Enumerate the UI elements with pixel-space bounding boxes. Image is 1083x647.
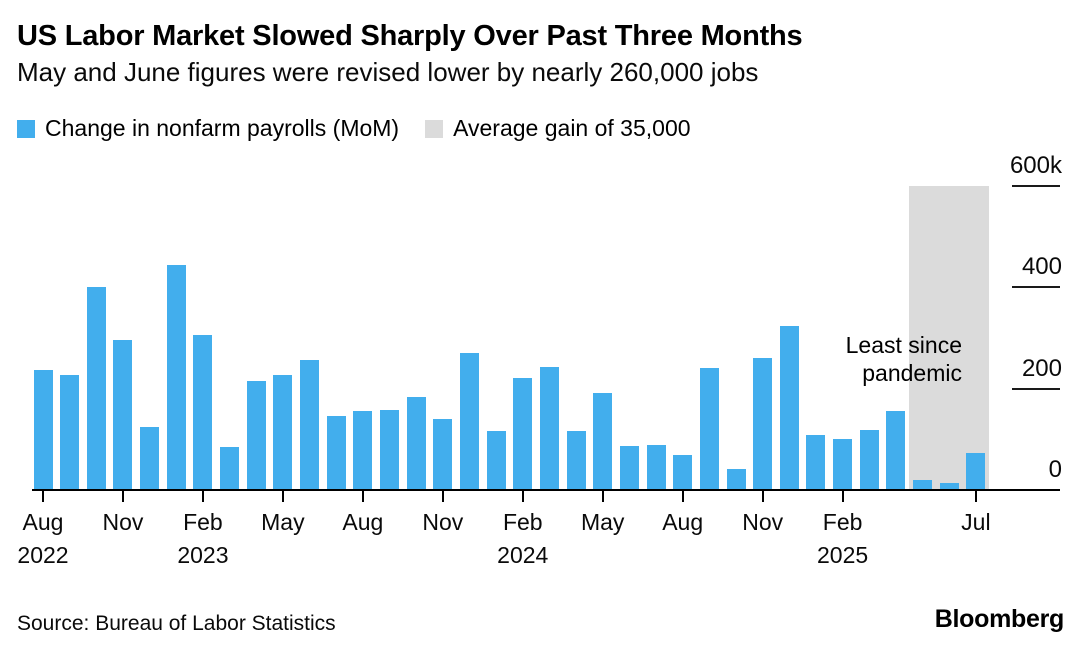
y-label-0: 0 bbox=[1048, 456, 1062, 483]
bar-dec-2022 bbox=[140, 426, 160, 490]
legend-average-label: Average gain of 35,000 bbox=[453, 115, 691, 141]
x-tick-aug bbox=[681, 491, 684, 502]
bar-dec-2024 bbox=[779, 326, 799, 490]
x-label-month: Jul bbox=[961, 509, 991, 535]
bar-apr-2025 bbox=[886, 410, 906, 490]
bar-oct-2024 bbox=[726, 468, 746, 490]
bar-mar-2024 bbox=[539, 366, 559, 490]
bar-oct-2023 bbox=[406, 396, 426, 490]
x-tick-may bbox=[281, 491, 284, 502]
x-label-month: Aug bbox=[342, 509, 384, 535]
x-tick-nov bbox=[761, 491, 764, 502]
x-label-month: Feb bbox=[502, 509, 543, 535]
x-tick-may bbox=[601, 491, 604, 502]
bar-jul-2025 bbox=[966, 453, 986, 490]
bar-jul-2023 bbox=[326, 415, 346, 490]
x-label-month: May bbox=[580, 509, 625, 535]
x-label-year: 2022 bbox=[17, 542, 69, 568]
chart-subtitle: May and June figures were revised lower … bbox=[17, 57, 759, 87]
x-label-month: Feb bbox=[822, 509, 863, 535]
bloomberg-logo: Bloomberg bbox=[934, 605, 1065, 633]
bar-mar-2025 bbox=[859, 430, 879, 490]
x-label-month: Aug bbox=[662, 509, 704, 535]
bar-may-2023 bbox=[273, 375, 293, 490]
bar-feb-2024 bbox=[513, 377, 533, 490]
x-label-month: Aug bbox=[22, 509, 64, 535]
bar-jun-2023 bbox=[300, 359, 320, 490]
x-tick-aug-2022 bbox=[42, 491, 44, 502]
bar-dec-2023 bbox=[459, 353, 479, 490]
annotation-least-since-pandemic: Least since pandemic bbox=[846, 331, 962, 387]
bar-jan-2024 bbox=[486, 430, 506, 490]
y-tick-400 bbox=[1012, 286, 1060, 289]
bar-sep-2023 bbox=[380, 410, 399, 490]
bar-aug-2023 bbox=[353, 411, 373, 490]
x-tick-feb-2025 bbox=[841, 491, 844, 502]
x-label-year: 2025 bbox=[817, 542, 869, 568]
average-highlight-band bbox=[909, 185, 990, 490]
chart-legend: Change in nonfarm payrolls (MoM) Average… bbox=[17, 115, 691, 142]
annotation-line-2: pandemic bbox=[862, 360, 962, 386]
y-label-600k: 600k bbox=[1009, 151, 1062, 179]
y-tick-600k bbox=[1012, 184, 1060, 187]
legend-blue-swatch-icon bbox=[17, 119, 35, 138]
x-tick-feb-2024 bbox=[521, 491, 524, 502]
x-label-month: May bbox=[261, 509, 305, 535]
bar-jan-2025 bbox=[806, 434, 826, 490]
bar-sep-2024 bbox=[699, 368, 719, 490]
bar-feb-2025 bbox=[833, 439, 853, 490]
bar-jun-2024 bbox=[619, 446, 639, 490]
legend-payrolls-label: Change in nonfarm payrolls (MoM) bbox=[45, 115, 400, 141]
bar-oct-2022 bbox=[86, 287, 106, 490]
legend-item-average: Average gain of 35,000 bbox=[425, 115, 691, 142]
bar-feb-2023 bbox=[193, 335, 213, 490]
bar-jul-2024 bbox=[646, 445, 666, 490]
legend-item-payrolls: Change in nonfarm payrolls (MoM) bbox=[17, 115, 399, 142]
x-label-month: Nov bbox=[742, 509, 784, 535]
x-label-year: 2023 bbox=[177, 542, 229, 568]
bar-jan-2023 bbox=[166, 265, 186, 490]
x-tick-feb-2023 bbox=[201, 491, 204, 502]
source-credit: Source: Bureau of Labor Statistics bbox=[17, 612, 336, 635]
bar-nov-2024 bbox=[753, 358, 773, 490]
bar-apr-2023 bbox=[246, 380, 266, 490]
x-tick-nov bbox=[441, 491, 444, 502]
bar-aug-2022 bbox=[33, 370, 53, 490]
bar-apr-2024 bbox=[566, 430, 586, 490]
bar-jun-2025 bbox=[939, 482, 959, 490]
bar-may-2024 bbox=[593, 392, 613, 490]
legend-gray-swatch-icon bbox=[425, 119, 444, 138]
x-tick-nov bbox=[121, 491, 124, 502]
y-label-400: 400 bbox=[1021, 253, 1062, 281]
chart-title: US Labor Market Slowed Sharply Over Past… bbox=[17, 20, 803, 52]
x-label-month: Nov bbox=[422, 509, 464, 535]
bar-aug-2024 bbox=[673, 454, 693, 490]
bar-may-2025 bbox=[913, 480, 933, 490]
x-tick-jul bbox=[974, 491, 977, 502]
bar-mar-2023 bbox=[220, 446, 240, 490]
annotation-line-1: Least since bbox=[845, 332, 962, 358]
x-axis-line bbox=[32, 489, 1060, 491]
y-tick-200 bbox=[1012, 387, 1060, 390]
bar-nov-2023 bbox=[433, 419, 453, 490]
bar-nov-2022 bbox=[113, 339, 133, 490]
x-label-year: 2024 bbox=[497, 542, 549, 568]
x-label-month: Nov bbox=[102, 509, 144, 535]
y-label-200: 200 bbox=[1021, 354, 1062, 382]
bar-sep-2022 bbox=[60, 375, 80, 490]
x-tick-aug bbox=[361, 491, 364, 502]
x-label-month: Feb bbox=[183, 509, 223, 535]
